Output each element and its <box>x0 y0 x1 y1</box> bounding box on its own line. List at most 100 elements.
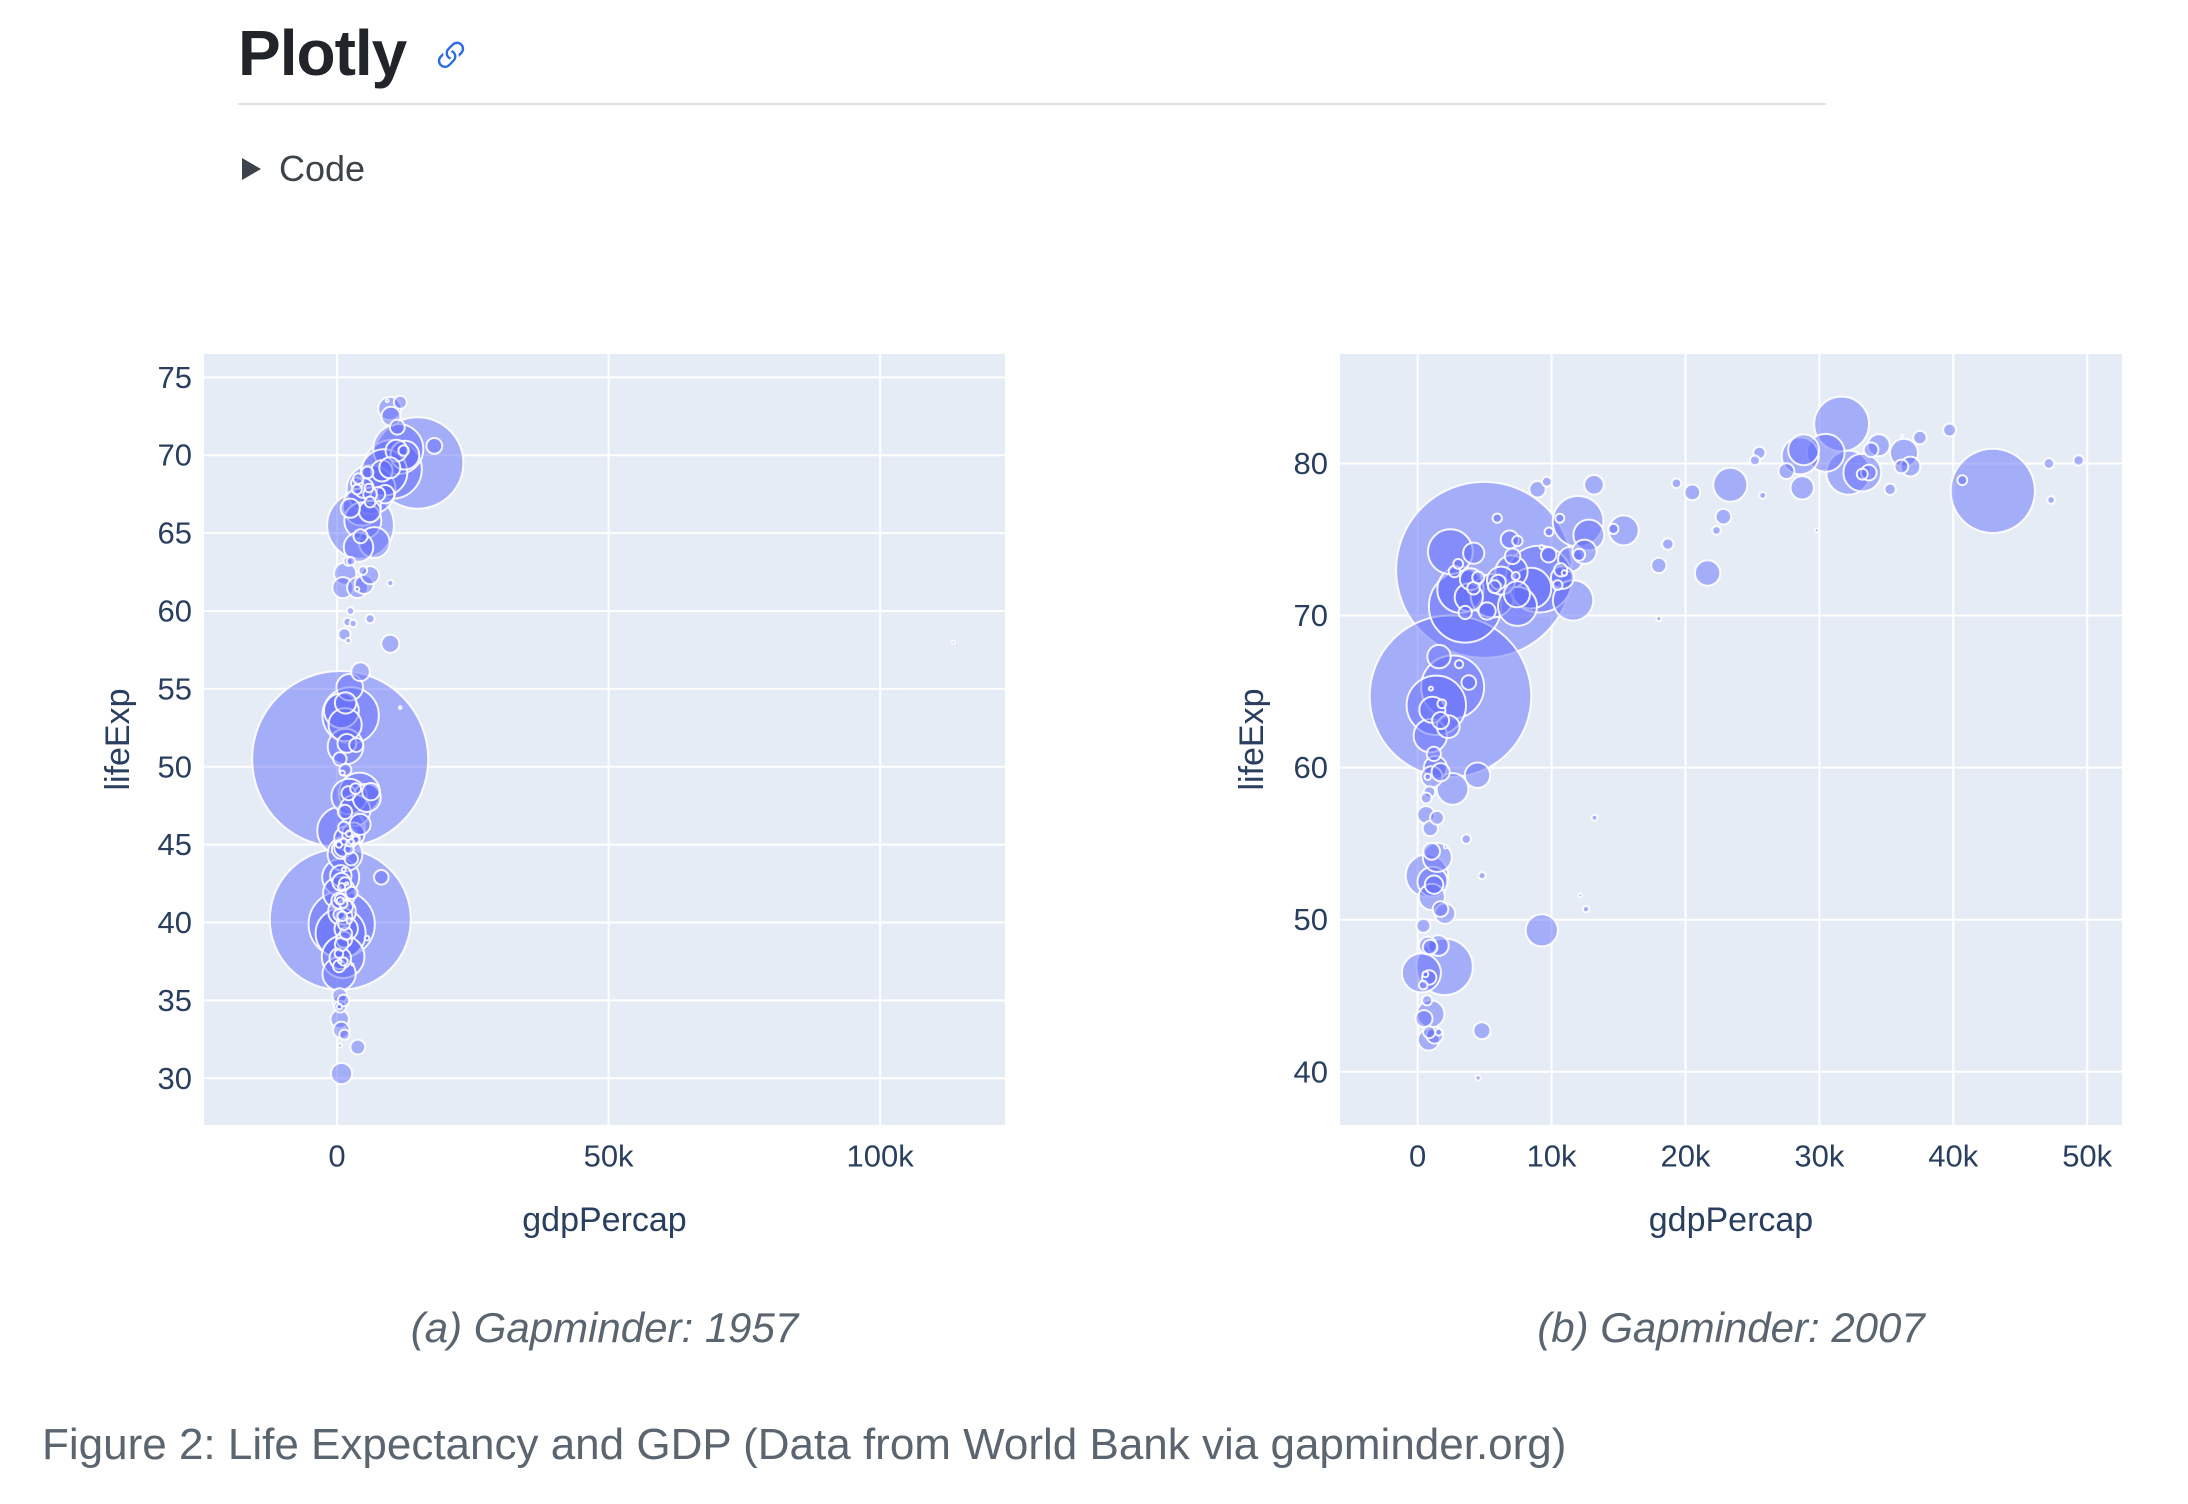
bubble-Chad[interactable] <box>1431 900 1450 918</box>
bubble-Sierra Leone[interactable] <box>338 1028 351 1041</box>
bubble-Panama[interactable] <box>348 618 358 629</box>
bubble-Oman[interactable] <box>345 917 353 925</box>
bubble-West Bank and Gaza[interactable] <box>1452 558 1465 570</box>
bubble-Kuwait[interactable] <box>950 639 957 645</box>
bubble-Mali[interactable] <box>1422 841 1441 861</box>
bubble-Hungary[interactable] <box>1650 556 1668 575</box>
bubble-Jamaica[interactable] <box>357 565 369 576</box>
bubble-Somalia[interactable] <box>1421 938 1439 956</box>
bubble-Tunisia[interactable] <box>1503 547 1522 566</box>
bubble-Peru[interactable] <box>1502 580 1531 609</box>
bubble-Burundi[interactable] <box>1415 917 1432 934</box>
bubble-Bahrain[interactable] <box>1813 527 1820 534</box>
bubble-Chile[interactable] <box>350 661 371 683</box>
bubble-Singapore[interactable] <box>2042 457 2056 470</box>
bubble-Mauritius[interactable] <box>344 636 352 645</box>
bubble-Swaziland[interactable] <box>340 866 347 873</box>
bubble-Liberia[interactable] <box>335 896 345 906</box>
bubble-Switzerland[interactable] <box>1912 429 1928 446</box>
bubble-Benin[interactable] <box>1429 809 1445 826</box>
bubble-Croatia[interactable] <box>352 528 369 545</box>
bubble-Benin[interactable] <box>336 910 349 923</box>
bubble-Mauritania[interactable] <box>337 882 347 892</box>
bubble-Slovenia[interactable] <box>1758 491 1768 500</box>
bubble-Ecuador[interactable] <box>348 737 365 753</box>
bubble-Denmark[interactable] <box>1883 482 1897 496</box>
bubble-Serbia[interactable] <box>1540 546 1558 564</box>
bubble-El Salvador[interactable] <box>349 782 363 795</box>
bubble-Korea Dem. Rep.[interactable] <box>1426 643 1452 670</box>
bubble-Puerto Rico[interactable] <box>352 472 365 485</box>
bubble-Jamaica[interactable] <box>1510 571 1521 581</box>
bubble-Switzerland[interactable] <box>425 437 444 455</box>
bubble-Slovak Republic[interactable] <box>1661 537 1675 551</box>
bubble-Gabon[interactable] <box>1590 813 1599 822</box>
bubble-Lebanon[interactable] <box>364 613 376 625</box>
bubble-Ireland[interactable] <box>1956 474 1969 487</box>
bubble-Bulgaria[interactable] <box>339 497 361 519</box>
bubble-Iraq[interactable] <box>1463 761 1492 789</box>
bubble-Sierra Leone[interactable] <box>1422 1025 1437 1040</box>
bubble-New Zealand[interactable] <box>1749 454 1761 467</box>
bubble-Korea Dem. Rep.[interactable] <box>333 691 358 715</box>
bubble-Burkina Faso[interactable] <box>1423 874 1445 895</box>
bubble-Belgium[interactable] <box>378 456 402 480</box>
bubble-Albania[interactable] <box>1491 512 1503 524</box>
bubble-Guatemala[interactable] <box>1477 601 1497 621</box>
bubble-Botswana[interactable] <box>1581 905 1591 914</box>
bubble-Czech Republic[interactable] <box>1714 507 1733 526</box>
bubble-Lesotho[interactable] <box>1434 1027 1444 1037</box>
bubble-Taiwan[interactable] <box>1789 475 1815 501</box>
bubble-Djibouti[interactable] <box>1442 844 1449 850</box>
bubble-United States[interactable] <box>1949 447 2036 534</box>
bubble-Panama[interactable] <box>1543 526 1555 538</box>
bubble-Eritrea[interactable] <box>1419 791 1433 805</box>
bubble-El Salvador[interactable] <box>1487 579 1502 595</box>
anchor-link-icon[interactable] <box>432 37 470 75</box>
bubble-Hong Kong[interactable] <box>1942 422 1957 438</box>
bubble-Central African Republic[interactable] <box>1421 994 1434 1007</box>
bubble-Peru[interactable] <box>348 812 372 836</box>
bubble-Angola[interactable] <box>349 1038 367 1056</box>
bubble-Honduras[interactable] <box>1457 604 1473 621</box>
bubble-Slovenia[interactable] <box>363 482 375 494</box>
bubble-Djibouti[interactable] <box>350 962 355 967</box>
bubble-Croatia[interactable] <box>1607 522 1620 536</box>
bubble-Bolivia[interactable] <box>1460 674 1478 691</box>
bubble-Jordan[interactable] <box>344 829 353 838</box>
bubble-Gambia[interactable] <box>336 1042 343 1049</box>
bubble-Norway[interactable] <box>392 394 408 410</box>
bubble-Namibia[interactable] <box>1477 871 1487 881</box>
bubble-New Zealand[interactable] <box>397 444 410 457</box>
bubble-Mongolia[interactable] <box>1454 659 1465 670</box>
bubble-Botswana[interactable] <box>338 769 346 777</box>
bubble-chart-1957[interactable]: 0 50k 100k 30 35 40 45 50 55 60 65 70 75 gdpPercap lif… <box>40 330 1050 1250</box>
bubbles-layer[interactable] <box>251 394 957 1086</box>
bubble-Gabon[interactable] <box>363 934 371 942</box>
bubble-Trinidad and Tobago[interactable] <box>1655 615 1663 623</box>
bubble-Lebanon[interactable] <box>1551 579 1564 591</box>
code-toggle[interactable]: Code <box>242 148 365 190</box>
bubble-Denmark[interactable] <box>388 418 406 436</box>
bubble-Iraq[interactable] <box>361 782 381 802</box>
bubble-Zimbabwe[interactable] <box>1414 1009 1434 1029</box>
bubble-Guinea-Bissau[interactable] <box>1421 970 1430 979</box>
bubble-Cambodia[interactable] <box>1430 762 1451 783</box>
bubble-Congo Rep.[interactable] <box>1460 833 1473 845</box>
bubble-Senegal[interactable] <box>1431 711 1451 730</box>
bubble-Costa Rica[interactable] <box>345 606 356 616</box>
bubble-Singapore[interactable] <box>345 556 357 567</box>
bubble-Austria[interactable] <box>1893 458 1910 475</box>
bubble-Mauritius[interactable] <box>1560 569 1569 577</box>
bubble-Equatorial Guinea[interactable] <box>1577 892 1584 899</box>
bubble-Saudi Arabia[interactable] <box>373 869 390 886</box>
bubble-Uruguay[interactable] <box>363 495 377 509</box>
bubble-Syria[interactable] <box>1462 541 1486 565</box>
bubble-Chile[interactable] <box>1583 474 1605 496</box>
bubble-Liberia[interactable] <box>1417 979 1429 991</box>
bubble-Iceland[interactable] <box>1899 433 1905 439</box>
bubble-Finland[interactable] <box>1855 467 1869 481</box>
bubble-Saudi Arabia[interactable] <box>1693 559 1722 587</box>
bubble-chart-2007[interactable]: 0 10k 20k 30k 40k 50k 40 50 60 70 80 gdpPercap lifeE… <box>1230 330 2188 1250</box>
bubble-Bahrain[interactable] <box>397 705 403 710</box>
